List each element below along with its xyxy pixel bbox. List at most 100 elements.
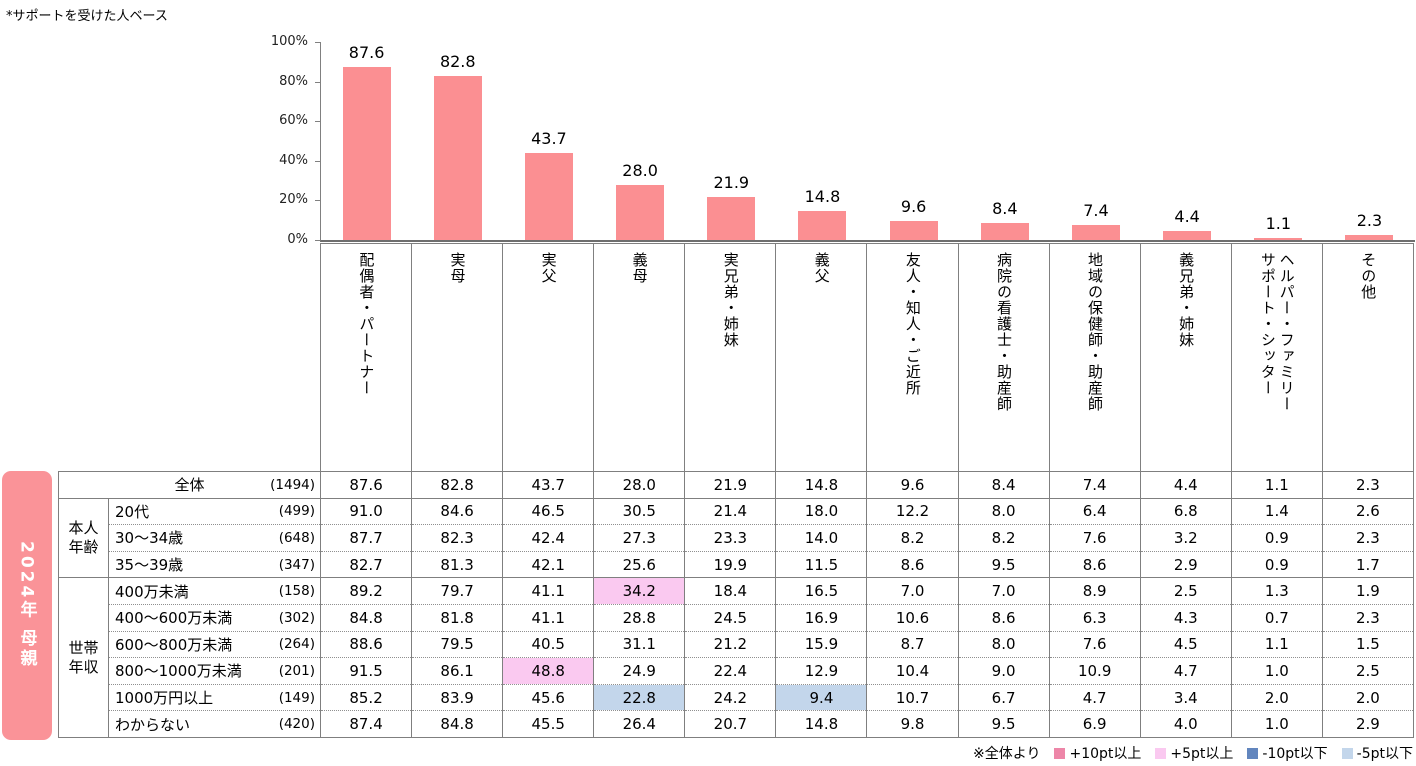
y-axis-label: 100% bbox=[270, 34, 308, 49]
category-cell: 友人・知人・ご近所 bbox=[866, 244, 957, 472]
table-row: 30〜34歳 (648) 87.7 82.3 42.4 27.3 23.3 14.0 8.2 8.… bbox=[59, 524, 1414, 552]
value-cell: 2.0 bbox=[1321, 683, 1414, 711]
row-count: (1494) bbox=[270, 476, 316, 493]
value-cell: 9.4 bbox=[775, 683, 867, 711]
value-cell: 16.9 bbox=[775, 603, 867, 632]
value-cell: 9.6 bbox=[866, 471, 959, 499]
value-cell: 87.7 bbox=[320, 524, 412, 552]
value-cell: 8.4 bbox=[957, 471, 1050, 499]
category-cell: 実兄弟・姉妹 bbox=[684, 244, 775, 472]
bar-value-label: 14.8 bbox=[804, 186, 841, 206]
bar-value-label: 1.1 bbox=[1265, 213, 1292, 233]
value-cell: 8.2 bbox=[866, 524, 959, 552]
row-count: (499) bbox=[278, 503, 316, 520]
y-axis-label: 0% bbox=[287, 232, 308, 247]
value-cell: 4.0 bbox=[1139, 710, 1232, 738]
value-cell: 27.3 bbox=[593, 524, 685, 552]
category-label: 義父 bbox=[812, 252, 831, 284]
value-cell: 12.2 bbox=[866, 497, 959, 525]
value-cell: 22.4 bbox=[684, 657, 776, 685]
category-label: 実母 bbox=[448, 252, 467, 284]
value-cell: 2.0 bbox=[1230, 683, 1323, 711]
row-count: (264) bbox=[278, 636, 316, 653]
value-cell: 0.9 bbox=[1230, 550, 1323, 578]
y-axis-tick bbox=[315, 160, 320, 162]
y-axis-tick bbox=[315, 81, 320, 83]
table-row: 400〜600万未満 (302) 84.8 81.8 41.1 28.8 24.5 16.9 1… bbox=[59, 603, 1414, 632]
value-cell: 26.4 bbox=[593, 710, 685, 738]
value-cell: 8.9 bbox=[1048, 577, 1141, 605]
bar-slot: 2.3 bbox=[1324, 42, 1415, 240]
bar bbox=[798, 210, 847, 240]
bar-value-label: 82.8 bbox=[439, 52, 476, 72]
table-row: 世帯 年収 400万未満 (158) 89.2 79.7 41.1 34.2 18.4 16.5… bbox=[58, 577, 1414, 738]
row-label-cell: 30〜34歳 (648) bbox=[108, 524, 321, 552]
value-cell: 85.2 bbox=[320, 683, 412, 711]
value-cell: 2.6 bbox=[1321, 497, 1414, 525]
value-cell: 84.8 bbox=[411, 710, 503, 738]
value-cell: 84.8 bbox=[320, 603, 412, 632]
value-cell: 21.9 bbox=[684, 471, 776, 499]
base-note: *サポートを受けた人ベース bbox=[6, 9, 168, 24]
row-label-wrap: 400万未満 (158) bbox=[109, 581, 320, 602]
value-cell: 1.4 bbox=[1230, 497, 1323, 525]
row-label: 全体 bbox=[174, 476, 205, 495]
data-table: 全体 (1494) 87.6 82.8 43.7 28.0 21.9 14.8 9.6 8.4 7.… bbox=[58, 471, 1414, 738]
row-label-cell: わからない (420) bbox=[108, 710, 321, 738]
row-label-cell: 35〜39歳 (347) bbox=[108, 550, 321, 578]
row-label-wrap: 35〜39歳 (347) bbox=[109, 554, 320, 575]
row-count: (648) bbox=[278, 529, 316, 546]
y-axis-tick bbox=[315, 121, 320, 123]
value-cell: 4.7 bbox=[1139, 657, 1232, 685]
value-cell: 1.3 bbox=[1230, 577, 1323, 605]
bar-slot: 82.8 bbox=[412, 42, 503, 240]
value-cell: 48.8 bbox=[502, 657, 594, 685]
bar-slot: 21.9 bbox=[686, 42, 777, 240]
row-label: 35〜39歳 bbox=[115, 556, 184, 575]
value-cell: 2.9 bbox=[1139, 550, 1232, 578]
value-cell: 14.8 bbox=[775, 471, 867, 499]
bar-slot: 14.8 bbox=[777, 42, 868, 240]
category-cell: 実母 bbox=[411, 244, 502, 472]
y-axis-label: 60% bbox=[279, 113, 308, 129]
value-cell: 11.5 bbox=[775, 550, 867, 578]
value-cell: 86.1 bbox=[411, 657, 503, 685]
value-cell: 79.7 bbox=[411, 577, 503, 605]
row-label-cell: 400〜600万未満 (302) bbox=[108, 603, 321, 632]
bar-slot: 1.1 bbox=[1233, 42, 1324, 240]
bar bbox=[1254, 237, 1303, 240]
category-label: 義母 bbox=[630, 252, 649, 284]
value-cell: 23.3 bbox=[684, 524, 776, 552]
value-cell: 21.2 bbox=[684, 630, 776, 658]
value-cell: 34.2 bbox=[593, 577, 685, 605]
value-cell: 4.5 bbox=[1139, 630, 1232, 658]
value-cell: 1.1 bbox=[1230, 471, 1323, 499]
legend-item: -10pt以下 bbox=[1247, 743, 1328, 763]
bar bbox=[524, 153, 573, 240]
value-cell: 25.6 bbox=[593, 550, 685, 578]
value-cell: 91.0 bbox=[320, 497, 412, 525]
value-cell: 8.7 bbox=[866, 630, 959, 658]
table-row: 35〜39歳 (347) 82.7 81.3 42.1 25.6 19.9 11.5 8.6 9.… bbox=[59, 550, 1414, 578]
value-cell: 1.0 bbox=[1230, 657, 1323, 685]
value-cell: 82.3 bbox=[411, 524, 503, 552]
table-row: 1000万円以上 (149) 85.2 83.9 45.6 22.8 24.2 9.4 10.7… bbox=[59, 683, 1414, 711]
row-label-cell: 20代 (499) bbox=[108, 497, 321, 525]
row-label-wrap: 600〜800万未満 (264) bbox=[109, 634, 320, 655]
table-row: 本人 年齢 20代 (499) 91.0 84.6 46.5 30.5 21.4 18.0 12.… bbox=[58, 497, 1414, 578]
bar bbox=[616, 184, 665, 240]
value-cell: 6.7 bbox=[957, 683, 1050, 711]
value-cell: 10.4 bbox=[866, 657, 959, 685]
value-cell: 28.0 bbox=[593, 471, 685, 499]
value-cell: 84.6 bbox=[411, 497, 503, 525]
value-cell: 81.8 bbox=[411, 603, 503, 632]
value-cell: 41.1 bbox=[502, 603, 594, 632]
bar-slot: 43.7 bbox=[503, 42, 594, 240]
bar-chart-plot: 87.6 82.8 43.7 28.0 21.9 14.8 9.6 8.4 7.4 4.4 1.1 2… bbox=[320, 42, 1415, 242]
row-label-cell: 600〜800万未満 (264) bbox=[108, 630, 321, 658]
year-group-badge: 2024年 母親 bbox=[2, 471, 52, 740]
category-header-row: 配偶者・パートナー 実母 実父 義母 実兄弟・姉妹 義父 友人・知人・ご近所 病院の看護士・助… bbox=[320, 243, 1414, 472]
row-label-wrap: 800〜1000万未満 (201) bbox=[109, 660, 320, 681]
value-cell: 9.5 bbox=[957, 550, 1050, 578]
bar-value-label: 8.4 bbox=[992, 199, 1018, 219]
